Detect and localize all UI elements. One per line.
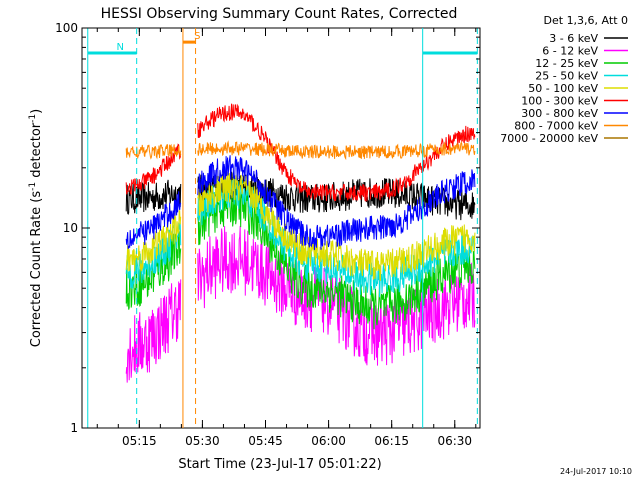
y-tick-label: 100 xyxy=(55,21,78,35)
series-100-300-kev xyxy=(125,103,476,202)
series-300-800-kev xyxy=(125,155,476,251)
y-axis-label-part3: ) xyxy=(29,109,44,114)
y-axis-label-sup2: -1 xyxy=(28,114,38,123)
legend-label: 300 - 800 keV xyxy=(521,107,598,120)
marker-label: S xyxy=(194,31,200,42)
series-line xyxy=(125,140,476,161)
marker-layer: NS xyxy=(87,28,478,428)
legend-label: 6 - 12 keV xyxy=(542,45,598,58)
series-800-7000-kev xyxy=(125,140,476,161)
series-line xyxy=(125,103,476,202)
legend-label: 800 - 7000 keV xyxy=(514,120,598,133)
legend-label: 25 - 50 keV xyxy=(535,70,598,83)
y-axis-label-part2: detector xyxy=(29,122,44,182)
x-tick-label: 05:30 xyxy=(185,434,220,448)
marker-S: S xyxy=(182,28,200,428)
legend-label: 12 - 25 keV xyxy=(535,57,598,70)
marker-label: N xyxy=(116,42,123,53)
series-line xyxy=(125,155,476,251)
y-axis-label-sup1: -1 xyxy=(28,182,38,191)
series-layer xyxy=(125,103,476,383)
timestamp: 24-Jul-2017 10:10 xyxy=(560,467,632,476)
chart-title: HESSI Observing Summary Count Rates, Cor… xyxy=(101,6,458,22)
y-axis-label-part1: Corrected Count Rate (s xyxy=(29,191,44,348)
y-axis: 1 10 100 xyxy=(55,21,480,435)
y-tick-label: 10 xyxy=(63,221,78,235)
x-tick-label: 06:00 xyxy=(311,434,346,448)
y-tick-label: 1 xyxy=(70,421,78,435)
y-axis-label: Corrected Count Rate (s-1 detector-1) xyxy=(28,109,44,347)
legend-header: Det 1,3,6, Att 0 xyxy=(544,14,628,27)
legend-label: 7000 - 20000 keV xyxy=(500,132,598,145)
x-tick-label: 06:30 xyxy=(437,434,472,448)
x-axis-label: Start Time (23-Jul-17 05:01:22) xyxy=(178,457,381,472)
x-axis: 05:15 05:30 05:45 06:00 06:15 06:30 xyxy=(96,28,477,448)
x-tick-label: 05:15 xyxy=(122,434,157,448)
legend-label: 50 - 100 keV xyxy=(528,82,598,95)
x-tick-label: 05:45 xyxy=(248,434,283,448)
legend-label: 100 - 300 keV xyxy=(521,95,598,108)
marker-segment xyxy=(422,28,478,428)
legend-label: 3 - 6 keV xyxy=(549,32,598,45)
x-tick-label: 06:15 xyxy=(374,434,409,448)
